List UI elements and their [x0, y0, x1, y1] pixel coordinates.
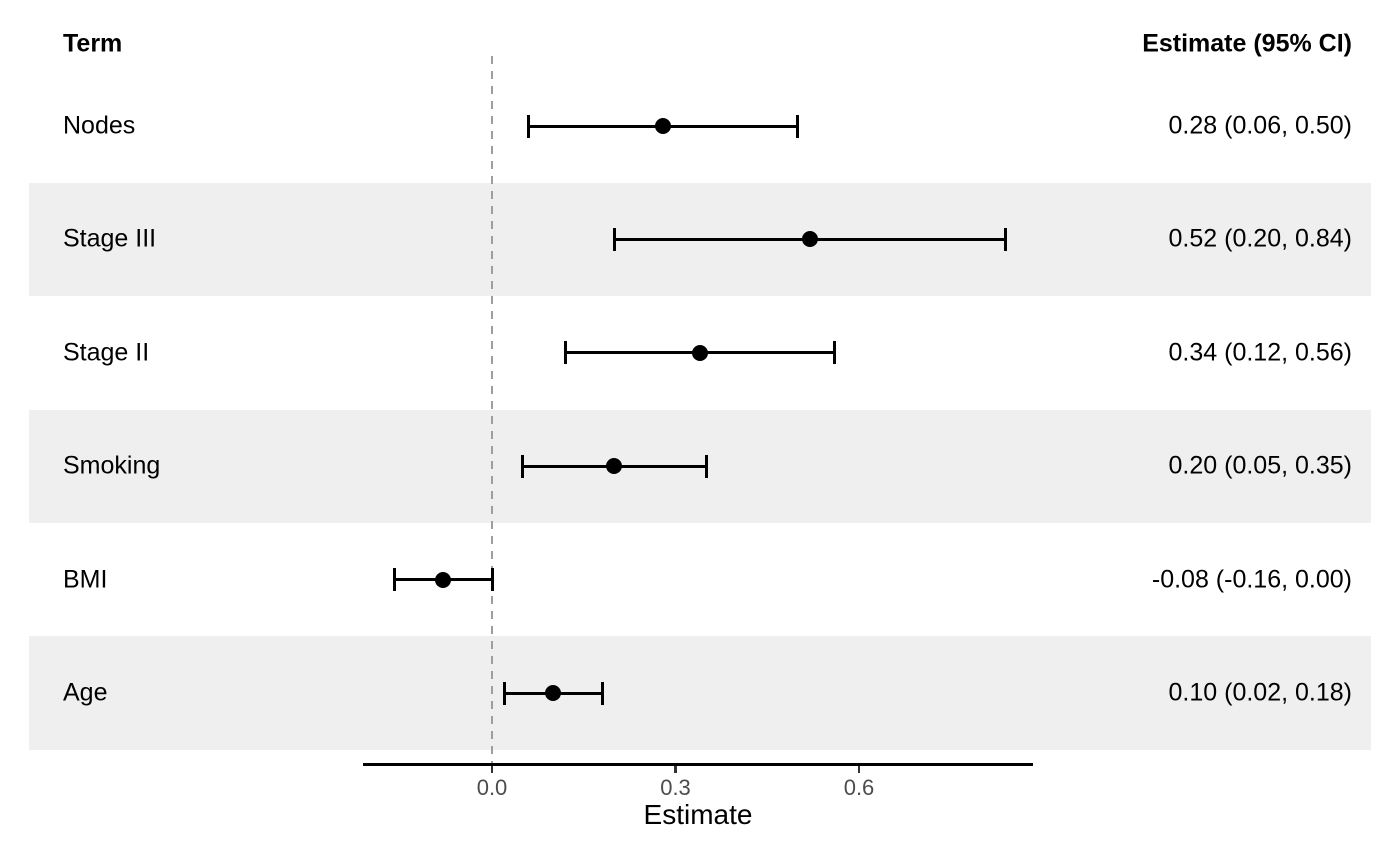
x-axis-tick [490, 765, 494, 773]
term-label: BMI [63, 565, 108, 594]
ci-cap-high [796, 114, 800, 138]
ci-cap-high [1004, 227, 1008, 251]
x-axis-tick [857, 765, 861, 773]
term-label: Age [63, 678, 108, 707]
term-label: Stage II [63, 338, 150, 367]
ci-cap-low [527, 114, 531, 138]
row-stripe [29, 636, 1371, 750]
term-label: Smoking [63, 451, 161, 480]
ci-cap-low [612, 227, 616, 251]
estimate-label: 0.52 (0.20, 0.84) [1168, 224, 1352, 253]
x-axis-tick-label: 0.0 [476, 775, 508, 800]
estimate-label: -0.08 (-0.16, 0.00) [1151, 565, 1352, 594]
estimate-label: 0.28 (0.06, 0.50) [1168, 111, 1352, 140]
estimate-point [545, 685, 562, 702]
x-axis-tick [674, 765, 677, 773]
ci-cap-low [563, 341, 567, 365]
estimate-label: 0.20 (0.05, 0.35) [1168, 451, 1352, 480]
estimate-point [655, 118, 672, 134]
ci-cap-high [600, 681, 604, 705]
estimate-point [435, 571, 452, 588]
ci-cap-high [833, 341, 837, 365]
term-label: Stage III [63, 224, 157, 253]
x-axis-tick-label: 0.6 [843, 775, 875, 800]
ci-cap-high [490, 568, 494, 592]
column-header-term: Term [63, 29, 123, 58]
estimate-label: 0.34 (0.12, 0.56) [1168, 338, 1352, 367]
ci-cap-low [521, 454, 525, 478]
column-header-estimate: Estimate (95% CI) [1142, 29, 1352, 58]
estimate-label: 0.10 (0.02, 0.18) [1168, 678, 1352, 707]
estimate-point [802, 231, 819, 248]
ci-cap-low [502, 681, 506, 705]
ci-cap-low [392, 568, 396, 592]
term-label: Nodes [63, 111, 136, 140]
zero-reference-line [490, 56, 494, 763]
x-axis-tick-label: 0.3 [660, 775, 691, 800]
ci-cap-high [704, 454, 708, 478]
x-axis-title: Estimate [643, 799, 753, 830]
estimate-point [606, 458, 623, 475]
x-axis-line [363, 763, 1033, 766]
estimate-point [691, 344, 708, 361]
